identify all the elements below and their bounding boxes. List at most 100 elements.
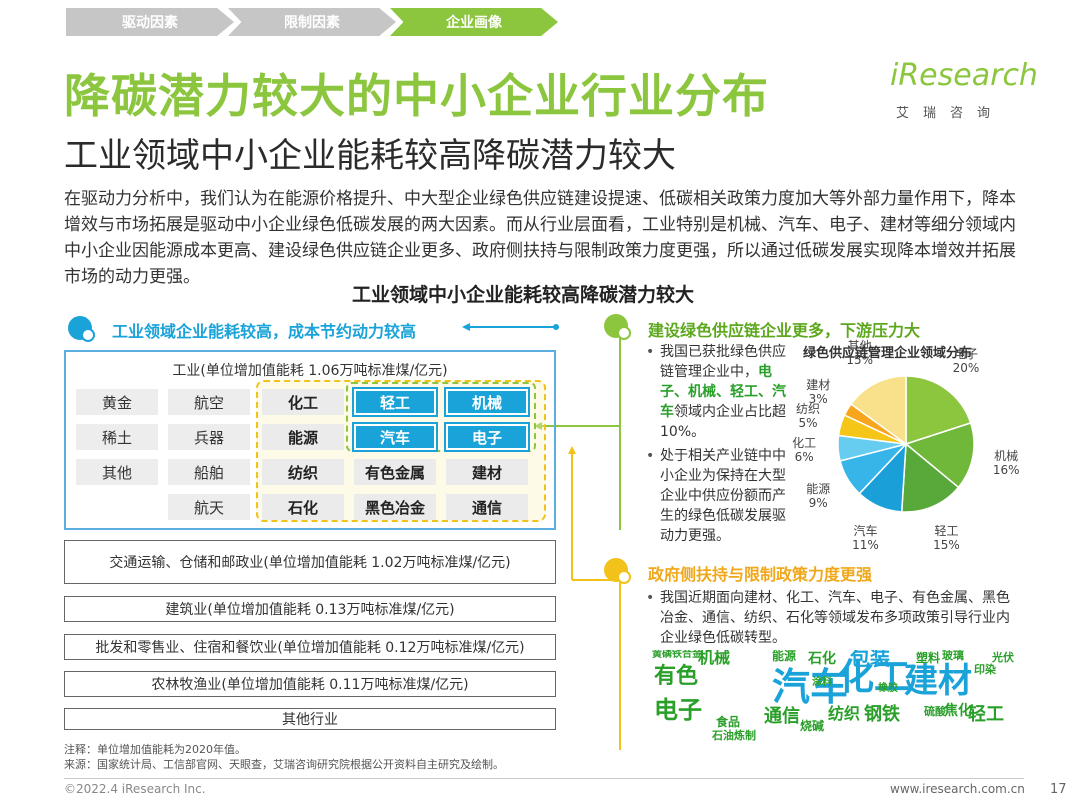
pie-label-8: 其他 15% <box>846 339 874 368</box>
wordcloud-word: 橡胶 <box>878 683 898 694</box>
logo-subtext: 艾瑞咨询 <box>896 106 1005 121</box>
pie-label-5: 化工 6% <box>792 436 817 465</box>
wordcloud-word: 机械 <box>698 650 731 667</box>
wordcloud-word: 化工 <box>838 657 911 698</box>
pie-slice-1 <box>904 422 975 489</box>
wordcloud-word: 食品 <box>716 715 741 729</box>
wordcloud-word: 玻璃 <box>942 650 964 662</box>
bubble-icon <box>604 558 631 584</box>
figure-title: 工业领域中小企业能耗较高降碳潜力较大 <box>352 284 695 306</box>
page-title: 降碳潜力较大的中小企业行业分布 <box>64 69 769 123</box>
pie-label-4: 能源 9% <box>806 481 831 510</box>
row-transport: 交通运输、仓储和邮政业(单位增加值能耗 1.02万吨标准煤/亿元) <box>64 540 556 584</box>
footer-copyright: ©2022.4 iResearch Inc. <box>64 782 206 796</box>
policy-bullets: 我国近期面向建材、化工、汽车、电子、有色金属、黑色冶金、通信、纺织、石化等领域发… <box>646 588 1018 652</box>
wordcloud-word: 黄磷 <box>652 650 672 660</box>
wordcloud-word: 通信 <box>764 706 800 727</box>
cell-chemical: 化工 <box>262 389 344 415</box>
bubble-icon <box>68 316 95 342</box>
pie-label-3: 汽车 11% <box>852 523 879 552</box>
logo-mark: iResearch <box>890 58 1038 93</box>
cell-nonferrous: 有色金属 <box>354 459 436 485</box>
wordcloud-word: 涂料 <box>812 677 832 688</box>
cell-electronics: 电子 <box>444 422 530 452</box>
left-section-heading: 工业领域企业能耗较高，成本节约动力较高 <box>112 322 417 341</box>
wordcloud-word: 轻工 <box>968 704 1004 725</box>
iresearch-logo: iResearch 艾瑞咨询 <box>890 58 1038 122</box>
wordcloud-word: 有色 <box>654 664 699 689</box>
cell-petrochemical: 石化 <box>262 494 344 520</box>
page-number: 17 <box>1050 782 1067 797</box>
cell-telecom: 通信 <box>446 494 528 520</box>
pie-slice-8 <box>849 375 907 446</box>
wordcloud-word: 包装 <box>850 650 890 670</box>
pie-title: 绿色供应链管理企业领域分布 <box>803 346 973 361</box>
pie-chart <box>837 375 975 513</box>
page-subtitle: 工业领域中小企业能耗较高降碳潜力较大 <box>64 136 676 176</box>
cell-building-materials: 建材 <box>446 459 528 485</box>
industry-caption: 工业(单位增加值能耗 1.06万吨标准煤/亿元) <box>172 363 448 379</box>
wordcloud-word: 硫酸 <box>924 705 946 718</box>
right-top-heading: 建设绿色供应链企业更多，下游压力大 <box>648 321 921 340</box>
supply-chain-bullet-2: 处于相关产业链中中小企业为保持在大型企业中供应份额而产生的绿色低碳发展驱动力更强… <box>646 446 796 546</box>
supply-chain-bullet-1: 我国已获批绿色供应链管理企业中，电子、机械、轻工、汽车领域内企业占比超10%。 <box>646 342 796 442</box>
cell-energy: 能源 <box>262 424 344 450</box>
pie-label-0: 电子 20% <box>952 347 980 376</box>
pie-slice-2 <box>900 442 960 513</box>
b1-emphasis: 电子、机械、轻工、汽车 <box>660 364 786 420</box>
right-bottom-heading: 政府侧扶持与限制政策力度更强 <box>648 565 873 584</box>
pie-label-6: 纺织 5% <box>796 401 821 430</box>
footer-divider <box>64 778 1024 779</box>
crumb-constraints[interactable]: 限制因素 <box>228 8 396 36</box>
policy-bullet: 我国近期面向建材、化工、汽车、电子、有色金属、黑色冶金、通信、纺织、石化等领域发… <box>646 588 1018 648</box>
industry-box: 工业(单位增加值能耗 1.06万吨标准煤/亿元) <box>64 350 556 530</box>
wordcloud-word: 印染 <box>974 663 996 676</box>
wordcloud-word: 塑料 <box>916 651 941 665</box>
source-line: 来源：国家统计局、工信部官网、天眼查，艾瑞咨询研究院根据公开资料自主研究及绘制。 <box>64 758 504 771</box>
note-line: 注释：单位增加值能耗为2020年值。 <box>64 743 246 756</box>
crumb-drivers[interactable]: 驱动因素 <box>66 8 234 36</box>
word-cloud: 汽车 化工 建材 有色 电子 包装 通信 纺织 钢铁 轻工 机械 石化 焦化 能源 塑料 涂料 橡胶 食品 石油炼制… <box>652 650 1032 754</box>
pie-label-2: 轻工 15% <box>933 523 960 552</box>
wordcloud-word: 焦化 <box>944 703 972 719</box>
row-retail: 批发和零售业、住宿和餐饮业(单位增加值能耗 0.12万吨标准煤/亿元) <box>64 634 556 660</box>
arrow-dot-right <box>553 324 559 330</box>
cell-ferrous-metallurgy: 黑色冶金 <box>354 494 436 520</box>
pie-slice-0 <box>905 375 972 446</box>
bubble-icon <box>604 314 631 340</box>
yellow-arrow-head <box>568 446 576 454</box>
cell-machinery: 机械 <box>444 387 530 417</box>
row-construction: 建筑业(单位增加值能耗 0.13万吨标准煤/亿元) <box>64 596 556 622</box>
cell-textile: 纺织 <box>262 459 344 485</box>
pie-label-7: 建材 3% <box>806 378 831 407</box>
wordcloud-word: 钢铁 <box>864 704 900 725</box>
wordcloud-word: 电子 <box>654 696 702 724</box>
notes: 注释：单位增加值能耗为2020年值。 来源：国家统计局、工信部官网、天眼查，艾瑞… <box>64 742 504 772</box>
wordcloud-word: 纺织 <box>828 704 861 723</box>
cell-shipping: 船舶 <box>168 459 250 485</box>
cell-aviation: 航空 <box>168 389 250 415</box>
cell-weapons: 兵器 <box>168 424 250 450</box>
cell-aerospace: 航天 <box>168 494 250 520</box>
row-agriculture: 农林牧渔业(单位增加值能耗 0.11万吨标准煤/亿元) <box>64 671 556 697</box>
wordcloud-word: 铁合金 <box>672 650 702 660</box>
footer-website[interactable]: www.iresearch.com.cn <box>890 782 1025 796</box>
supply-chain-bullets: 我国已获批绿色供应链管理企业中，电子、机械、轻工、汽车领域内企业占比超10%。 … <box>646 342 796 550</box>
wordcloud-word: 能源 <box>772 650 797 663</box>
cell-rare-earth: 稀土 <box>76 424 158 450</box>
row-other: 其他行业 <box>64 708 556 730</box>
cell-light-industry: 轻工 <box>352 387 438 417</box>
arrow-head-left <box>462 323 470 331</box>
crumb-profile[interactable]: 企业画像 <box>390 8 558 36</box>
intro-paragraph: 在驱动力分析中，我们认为在能源价格提升、中大型企业绿色供应链建设提速、低碳相关政… <box>64 189 1016 287</box>
wordcloud-word: 汽车 <box>772 665 849 709</box>
cell-auto: 汽车 <box>352 422 438 452</box>
key-sectors-group <box>346 382 536 452</box>
b1-prefix: 我国已获批绿色供应链管理企业中， <box>660 344 786 380</box>
wordcloud-word: 石油炼制 <box>712 729 756 742</box>
wordcloud-word: 石化 <box>808 651 836 667</box>
b1-suffix: 领域内企业占比超10%。 <box>660 404 786 440</box>
pie-label-1: 机械 16% <box>992 449 1020 478</box>
cell-gold: 黄金 <box>76 389 158 415</box>
wordcloud-word: 光伏 <box>992 651 1014 664</box>
